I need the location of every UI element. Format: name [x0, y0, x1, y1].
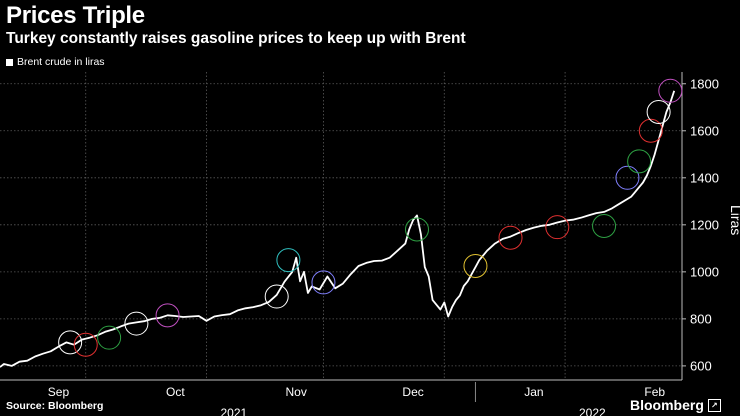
price-hike-circle: [97, 325, 122, 350]
price-hike-circle: [58, 330, 83, 355]
price-hike-circle: [638, 118, 663, 143]
y-tick-label: 1600: [690, 123, 719, 138]
x-tick-label: Oct: [166, 385, 185, 399]
price-hike-circle: [498, 225, 523, 250]
price-hike-circle: [646, 99, 671, 124]
bloomberg-brand: Bloomberg ↗: [630, 397, 721, 413]
price-hike-circle: [264, 284, 289, 309]
source-note: Source: Bloomberg: [6, 400, 104, 412]
y-tick-label: 800: [690, 311, 712, 326]
price-hike-circle: [276, 248, 301, 273]
price-hike-circle: [545, 215, 570, 240]
price-hike-circle: [404, 217, 429, 242]
price-hike-circle: [311, 270, 336, 295]
price-hike-circle: [463, 253, 488, 278]
x-tick-label: Jan: [524, 385, 543, 399]
y-tick-label: 1400: [690, 170, 719, 185]
y-tick-label: 1200: [690, 217, 719, 232]
chart-title: Prices Triple: [6, 2, 145, 29]
legend-swatch: [6, 58, 13, 66]
chart-subtitle: Turkey constantly raises gasoline prices…: [6, 30, 466, 47]
price-hike-circle: [124, 311, 149, 336]
brand-text: Bloomberg: [630, 397, 704, 413]
price-hike-circle: [73, 332, 98, 357]
y-tick-label: 600: [690, 358, 712, 373]
price-hike-circle: [658, 78, 683, 103]
year-label: 2022: [579, 406, 606, 416]
series-line-brent: [0, 90, 676, 368]
y-axis-title: Liras: [728, 205, 740, 235]
price-hike-circle: [155, 303, 180, 328]
price-hike-circle: [615, 165, 640, 190]
bloomberg-logo-icon: ↗: [707, 398, 721, 412]
y-tick-label: 1000: [690, 264, 719, 279]
legend: Brent crude in liras: [6, 56, 105, 68]
year-label: 2021: [220, 406, 247, 416]
legend-label: Brent crude in liras: [17, 56, 105, 68]
x-tick-label: Sep: [48, 385, 70, 399]
price-hike-circle: [627, 149, 652, 174]
price-hike-circle: [592, 214, 617, 238]
x-tick-label: Feb: [644, 385, 665, 399]
x-tick-label: Dec: [402, 385, 423, 399]
y-tick-label: 1800: [690, 76, 719, 91]
x-tick-label: Nov: [286, 385, 307, 399]
